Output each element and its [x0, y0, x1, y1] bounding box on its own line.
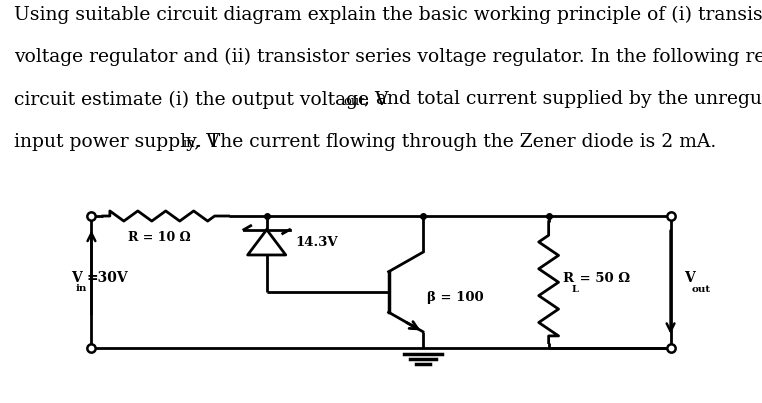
Text: , and total current supplied by the unregulated: , and total current supplied by the unre…: [364, 90, 762, 108]
Text: voltage regulator and (ii) transistor series voltage regulator. In the following: voltage regulator and (ii) transistor se…: [14, 48, 762, 66]
Text: =30V: =30V: [87, 271, 129, 285]
Text: out: out: [692, 285, 711, 294]
Text: L: L: [572, 285, 578, 294]
Text: = 50 Ω: = 50 Ω: [575, 272, 630, 285]
Text: β = 100: β = 100: [427, 291, 483, 304]
Text: R = 10 Ω: R = 10 Ω: [127, 231, 190, 244]
Text: in: in: [75, 284, 87, 293]
Text: out: out: [344, 95, 365, 108]
Text: V: V: [72, 271, 82, 285]
Text: 14.3V: 14.3V: [296, 236, 338, 249]
Text: input power supply, V: input power supply, V: [14, 133, 219, 151]
Text: in: in: [183, 137, 195, 150]
Text: Using suitable circuit diagram explain the basic working principle of (i) transi: Using suitable circuit diagram explain t…: [14, 5, 762, 23]
Text: . The current flowing through the Zener diode is 2 mA.: . The current flowing through the Zener …: [197, 133, 716, 151]
Text: V: V: [684, 271, 695, 285]
Text: R: R: [562, 272, 573, 285]
Text: circuit estimate (i) the output voltage V: circuit estimate (i) the output voltage …: [14, 90, 388, 109]
